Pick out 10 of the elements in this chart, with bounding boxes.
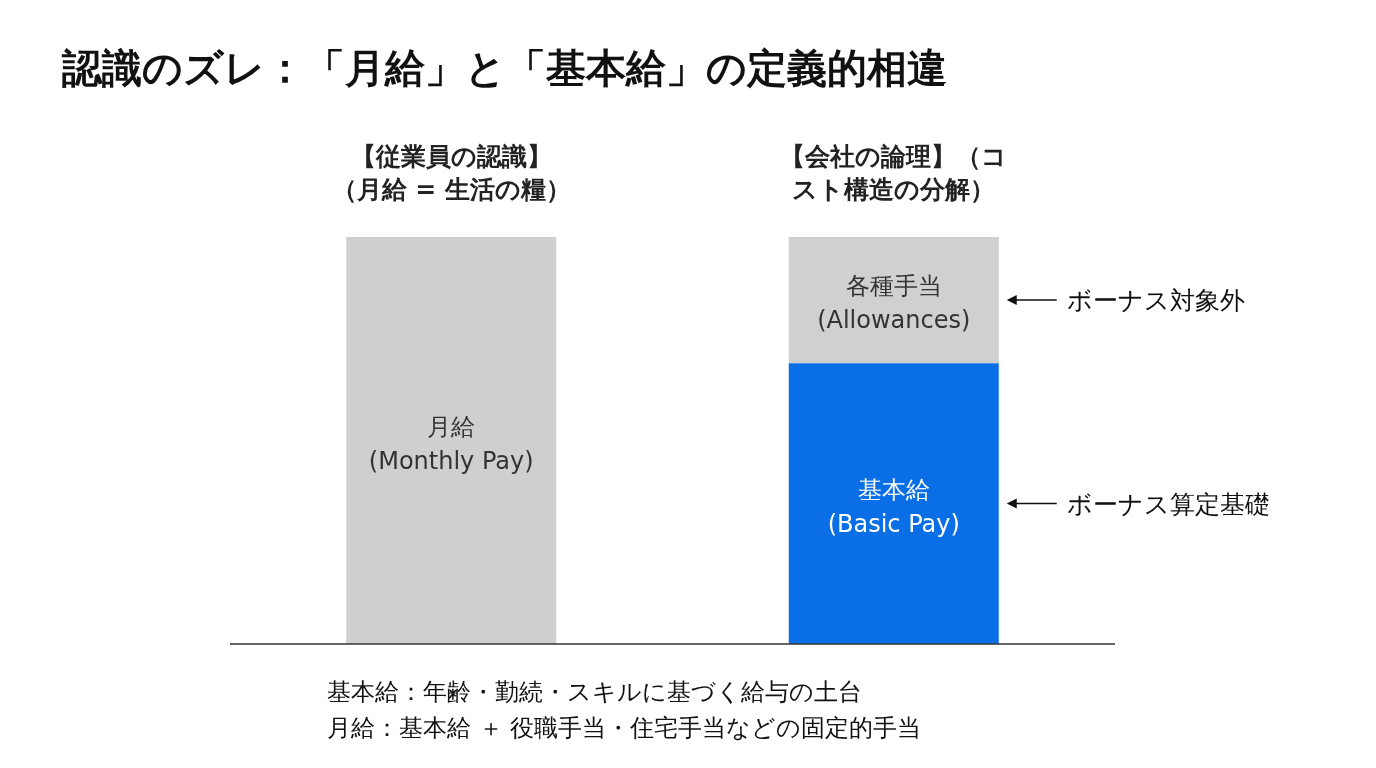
text: 基本給：年齢・勤続・スキルに基づく給与の土台: [327, 678, 862, 706]
text: 月給：基本給 ＋ 役職手当・住宅手当などの固定的手当: [327, 714, 922, 742]
annotation: ボーナス算定基礎: [1066, 489, 1270, 519]
x-tick-label: 【従業員の認識】（月給 = 生活の糧）: [331, 142, 571, 204]
chart-title: 認識のズレ：「月給」と「基本給」の定義的相違: [61, 45, 947, 91]
series-label: 各種手当 (Allowances): [817, 272, 971, 335]
annotation: ボーナス対象外: [1066, 286, 1245, 316]
series-label: 月給 (Monthly Pay): [368, 412, 534, 475]
series-label: 基本給 (Basic Pay): [827, 475, 960, 538]
x-tick-label: 【会社の論理】（コスト構造の分解）: [780, 142, 1008, 204]
